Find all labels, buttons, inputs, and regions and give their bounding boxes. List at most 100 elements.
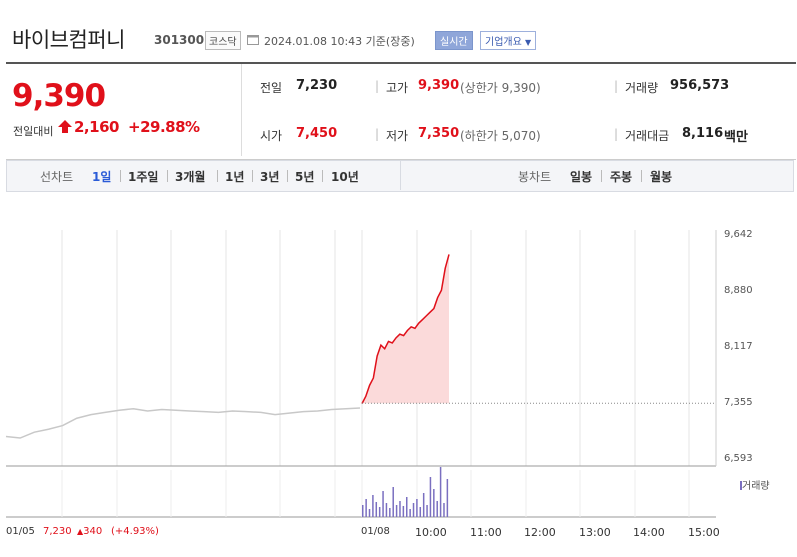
chevron-down-icon: ▼ [525, 38, 532, 47]
divider: | [614, 127, 619, 141]
amount-value: 8,116 [682, 126, 724, 141]
prev-day-change-pct: (+4.93%) [111, 526, 159, 537]
x-tick-label: 10:00 [415, 526, 447, 539]
divider: | [614, 79, 619, 93]
volume-bar [412, 503, 415, 517]
stock-name: 바이브컴퍼니 [12, 28, 125, 52]
volume-bar [385, 503, 388, 517]
divider [217, 170, 218, 182]
volume-label: 거래량 [625, 81, 659, 95]
divider [167, 170, 168, 182]
prev-day-change: ▲340 [77, 526, 102, 537]
tab-1d[interactable]: 1일 [92, 170, 112, 184]
company-overview-label: 기업개요 [485, 37, 522, 48]
prev-day-line [5, 407, 361, 439]
tab-3y[interactable]: 3년 [260, 170, 280, 184]
volume-bar [368, 509, 371, 517]
high-label: 고가 [386, 81, 409, 95]
volume-bar [429, 477, 432, 517]
prev-day-label: 01/05 [6, 526, 35, 537]
volume-bar [378, 507, 381, 517]
volume-legend: 거래량 [740, 477, 770, 492]
volume-bar [446, 479, 449, 517]
candle-chart-label: 봉차트 [518, 170, 552, 184]
volume-bar [426, 505, 428, 517]
volume-bar [389, 508, 391, 517]
tab-1y[interactable]: 1년 [225, 170, 245, 184]
volume-bar [436, 501, 438, 517]
volume-bar [406, 497, 408, 517]
volume-bar [409, 509, 411, 517]
y-tick-label: 8,117 [724, 341, 753, 352]
tab-daily-candle[interactable]: 일봉 [570, 170, 593, 184]
divider: | [375, 127, 380, 141]
prev-close-label: 전일 [260, 81, 283, 95]
volume-bar [433, 489, 435, 517]
tab-5y[interactable]: 5년 [295, 170, 315, 184]
open-value: 7,450 [296, 126, 338, 141]
quote-datetime: 2024.01.08 10:43 기준(장중) [264, 35, 415, 48]
volume-bar [395, 505, 398, 517]
price-change-percent: +29.88% [128, 118, 200, 136]
divider [322, 170, 323, 182]
open-label: 시가 [260, 129, 283, 143]
volume-legend-label: 거래량 [742, 481, 770, 492]
x-tick-label: 11:00 [470, 526, 502, 539]
tab-10y[interactable]: 10년 [331, 170, 359, 184]
calendar-icon [247, 35, 259, 45]
upper-limit: (상한가 9,390) [460, 81, 541, 95]
volume-bar [443, 503, 445, 517]
price-summary-panel [6, 62, 796, 160]
up-arrow-icon [58, 120, 72, 133]
tab-3m[interactable]: 3개월 [175, 170, 206, 184]
company-overview-button[interactable]: 기업개요 ▼ [480, 31, 537, 50]
x-tick-label: 15:00 [688, 526, 720, 539]
low-value: 7,350 [418, 126, 460, 141]
high-value: 9,390 [418, 78, 460, 93]
amount-label: 거래대금 [625, 129, 670, 143]
prev-day-close: 7,230 [43, 526, 72, 537]
divider [601, 170, 602, 182]
amount-unit: 백만 [724, 130, 748, 145]
today-price-line [361, 254, 450, 404]
x-tick-label: 14:00 [633, 526, 665, 539]
volume-legend-swatch [740, 481, 742, 490]
realtime-button[interactable]: 실시간 [435, 31, 473, 50]
low-label: 저가 [386, 129, 409, 143]
volume-bar [362, 505, 364, 517]
stock-code: 301300 [154, 33, 205, 47]
today-area-fill [362, 254, 449, 404]
tab-weekly-candle[interactable]: 주봉 [610, 170, 633, 184]
change-label: 전일대비 [13, 125, 54, 138]
volume-bar [419, 507, 422, 517]
prev-day-change-value: 340 [83, 526, 103, 537]
tab-monthly-candle[interactable]: 월봉 [650, 170, 673, 184]
x-tick-label: 12:00 [524, 526, 556, 539]
volume-bar [402, 506, 405, 517]
divider [400, 161, 401, 190]
volume-bar [382, 491, 384, 517]
price-change: 2,160 [74, 118, 119, 136]
divider [641, 170, 642, 182]
volume-bar [399, 501, 401, 517]
volume-bar [365, 499, 367, 517]
divider [252, 170, 253, 182]
x-tick-label: 13:00 [579, 526, 611, 539]
y-tick-label: 9,642 [724, 229, 753, 240]
prev-close-value: 7,230 [296, 78, 338, 93]
divider [287, 170, 288, 182]
current-price: 9,390 [12, 78, 106, 114]
volume-bar [375, 502, 378, 517]
tab-1w[interactable]: 1주일 [128, 170, 159, 184]
volume-bar [392, 487, 394, 517]
lower-limit: (하한가 5,070) [460, 129, 541, 143]
up-triangle-icon: ▲ [77, 527, 84, 536]
y-tick-label: 8,880 [724, 285, 753, 296]
volume-value: 956,573 [670, 78, 730, 93]
volume-bar [372, 495, 374, 517]
y-tick-label: 7,355 [724, 397, 753, 408]
divider [120, 170, 121, 182]
x-tick-label: 01/08 [361, 526, 390, 537]
market-badge: 코스닥 [205, 31, 241, 50]
